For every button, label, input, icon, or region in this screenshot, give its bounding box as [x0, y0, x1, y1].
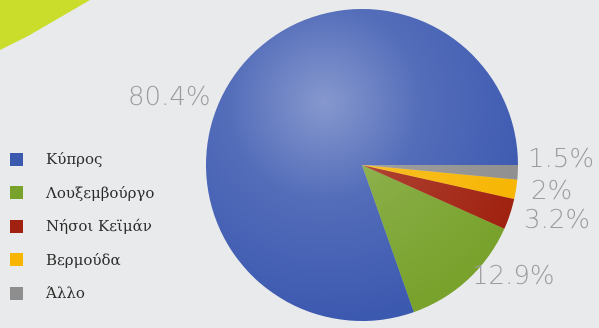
legend-swatch-cyprus [10, 152, 23, 166]
legend-label-other: Άλλο [46, 284, 85, 302]
legend-swatch-cayman-islands [10, 219, 23, 233]
legend-label-cayman-islands: Νήσοι Κεϊμάν [46, 217, 152, 235]
legend: Κύπρος Λουξεμβούργο Νήσοι Κεϊμάν Βερμούδ… [10, 150, 154, 318]
data-label-bermuda: 2% [531, 176, 573, 206]
data-label-other: 1.5% [528, 144, 595, 174]
legend-swatch-other [10, 286, 23, 300]
legend-label-cyprus: Κύπρος [46, 150, 103, 168]
legend-item-cyprus: Κύπρος [10, 150, 154, 168]
data-label-cyprus: 80.4% [128, 82, 211, 112]
legend-swatch-luxembourg [10, 186, 23, 199]
legend-item-luxembourg: Λουξεμβούργο [10, 184, 154, 202]
legend-item-cayman-islands: Νήσοι Κεϊμάν [10, 217, 154, 235]
legend-label-luxembourg: Λουξεμβούργο [46, 183, 155, 202]
legend-label-bermuda: Βερμούδα [46, 250, 121, 269]
corner-accent-shape [0, 0, 90, 50]
legend-item-bermuda: Βερμούδα [10, 251, 154, 269]
data-label-luxembourg: 12.9% [472, 261, 555, 291]
data-label-cayman-islands: 3.2% [524, 205, 591, 235]
legend-swatch-bermuda [10, 253, 23, 266]
legend-item-other: Άλλο [10, 284, 154, 302]
